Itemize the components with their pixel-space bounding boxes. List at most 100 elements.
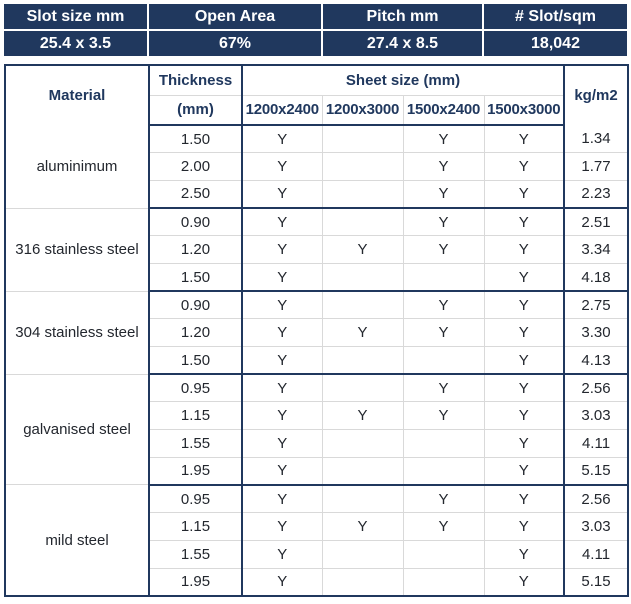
- availability-cell: Y: [484, 512, 566, 541]
- availability-cell: Y: [242, 374, 323, 403]
- thickness-cell: 1.15: [149, 512, 243, 541]
- banner-label-row: Slot size mm Open Area Pitch mm # Slot/s…: [4, 4, 627, 31]
- table-row: 1.95 Y Y 5.15: [5, 457, 629, 486]
- banner-value-open-area: 67%: [148, 30, 323, 56]
- kg-per-m2-cell: 1.77: [564, 152, 629, 181]
- kg-per-m2-cell: 2.75: [564, 291, 629, 320]
- kg-per-m2-cell: 2.56: [564, 484, 629, 514]
- table-row: 1.55 Y Y 4.11: [5, 540, 629, 569]
- availability-cell: Y: [403, 152, 485, 181]
- thickness-cell: 1.50: [149, 346, 243, 376]
- thickness-cell: 1.95: [149, 568, 243, 597]
- banner-label-pitch: Pitch mm: [322, 4, 484, 31]
- kg-per-m2-cell: 3.03: [564, 401, 629, 431]
- availability-cell: Y: [242, 180, 323, 210]
- availability-cell: Y: [242, 152, 323, 181]
- spec-table: Material Thickness Sheet size (mm) kg/m2…: [4, 64, 630, 597]
- kg-per-m2-cell: 3.34: [564, 235, 629, 264]
- kg-per-m2-cell: 1.34: [564, 125, 629, 154]
- table-row: 1.20 Y Y Y Y 3.30: [5, 318, 629, 347]
- availability-cell: [322, 457, 404, 486]
- header-material: Material: [5, 65, 150, 125]
- header-thickness: Thickness: [149, 65, 243, 96]
- availability-cell: Y: [242, 235, 323, 264]
- thickness-cell: 0.95: [149, 374, 243, 403]
- header-sheet-1200x2400: 1200x2400: [242, 95, 323, 126]
- header-row-1: Material Thickness Sheet size (mm) kg/m2: [5, 65, 629, 125]
- table-row: 1.95 Y Y 5.15: [5, 568, 629, 597]
- kg-per-m2-cell: 3.30: [564, 318, 629, 347]
- availability-cell: Y: [242, 263, 323, 293]
- kg-per-m2-cell: 2.56: [564, 374, 629, 403]
- spec-table-head: Material Thickness Sheet size (mm) kg/m2…: [5, 65, 629, 126]
- thickness-cell: 0.90: [149, 208, 243, 237]
- availability-cell: Y: [484, 346, 566, 376]
- availability-cell: [403, 429, 485, 458]
- banner-label-slot-size: Slot size mm: [4, 4, 149, 31]
- header-sheet-1500x3000: 1500x3000: [484, 95, 565, 126]
- material-cell: mild steel: [5, 484, 150, 597]
- header-sheet-size: Sheet size (mm): [242, 65, 565, 96]
- banner-label-open-area: Open Area: [148, 4, 323, 31]
- availability-cell: Y: [484, 457, 566, 486]
- availability-cell: Y: [403, 318, 485, 347]
- availability-cell: Y: [484, 180, 566, 210]
- summary-banner: Slot size mm Open Area Pitch mm # Slot/s…: [4, 4, 627, 56]
- availability-cell: [322, 540, 404, 569]
- availability-cell: Y: [242, 401, 323, 431]
- table-row: 1.15 Y Y Y Y 3.03: [5, 512, 629, 541]
- material-cell: galvanised steel: [5, 374, 150, 486]
- availability-cell: Y: [403, 180, 485, 210]
- kg-per-m2-cell: 2.23: [564, 180, 629, 210]
- kg-per-m2-cell: 2.51: [564, 208, 629, 237]
- availability-cell: Y: [484, 540, 566, 569]
- availability-cell: Y: [403, 291, 485, 320]
- material-cell: 304 stainless steel: [5, 291, 150, 375]
- availability-cell: Y: [484, 401, 566, 431]
- availability-cell: Y: [242, 346, 323, 376]
- availability-cell: Y: [484, 208, 566, 237]
- availability-cell: Y: [484, 263, 566, 293]
- availability-cell: Y: [242, 125, 323, 154]
- banner-value-pitch: 27.4 x 8.5: [322, 30, 484, 56]
- kg-per-m2-cell: 4.11: [564, 540, 629, 569]
- availability-cell: Y: [242, 429, 323, 458]
- availability-cell: Y: [242, 512, 323, 541]
- availability-cell: Y: [403, 484, 485, 514]
- thickness-cell: 0.95: [149, 484, 243, 514]
- table-row: 304 stainless steel 0.90 Y Y Y 2.75: [5, 291, 629, 375]
- availability-cell: Y: [242, 540, 323, 569]
- banner-value-row: 25.4 x 3.5 67% 27.4 x 8.5 18,042: [4, 30, 627, 56]
- table-row: 1.50 Y Y 4.18: [5, 263, 629, 293]
- table-row: 2.50 Y Y Y 2.23: [5, 180, 629, 210]
- availability-cell: Y: [484, 318, 566, 347]
- table-row: galvanised steel 0.95 Y Y Y 2.56: [5, 374, 629, 486]
- availability-cell: Y: [322, 235, 404, 264]
- thickness-cell: 0.90: [149, 291, 243, 320]
- header-row-2: (mm) 1200x2400 1200x3000 1500x2400 1500x…: [5, 95, 628, 126]
- availability-cell: Y: [403, 401, 485, 431]
- availability-cell: [322, 346, 404, 376]
- thickness-cell: 1.55: [149, 540, 243, 569]
- header-sheet-1200x3000: 1200x3000: [322, 95, 404, 126]
- availability-cell: Y: [484, 152, 566, 181]
- kg-per-m2-cell: 4.11: [564, 429, 629, 458]
- availability-cell: Y: [242, 291, 323, 320]
- kg-per-m2-cell: 5.15: [564, 457, 629, 486]
- table-row: aluminimum 1.50 Y Y Y 1.34: [5, 125, 629, 209]
- availability-cell: Y: [322, 512, 404, 541]
- thickness-cell: 1.55: [149, 429, 243, 458]
- availability-cell: [322, 263, 404, 293]
- banner-label-slot-sqm: # Slot/sqm: [483, 4, 627, 31]
- thickness-cell: 1.95: [149, 457, 243, 486]
- thickness-cell: 2.50: [149, 180, 243, 210]
- banner-value-slot-sqm: 18,042: [483, 30, 627, 56]
- availability-cell: [403, 457, 485, 486]
- kg-per-m2-cell: 5.15: [564, 568, 629, 597]
- availability-cell: [322, 374, 404, 403]
- availability-cell: [403, 568, 485, 597]
- thickness-cell: 1.20: [149, 318, 243, 347]
- material-cell: aluminimum: [5, 125, 150, 209]
- table-row: 1.20 Y Y Y Y 3.34: [5, 235, 629, 264]
